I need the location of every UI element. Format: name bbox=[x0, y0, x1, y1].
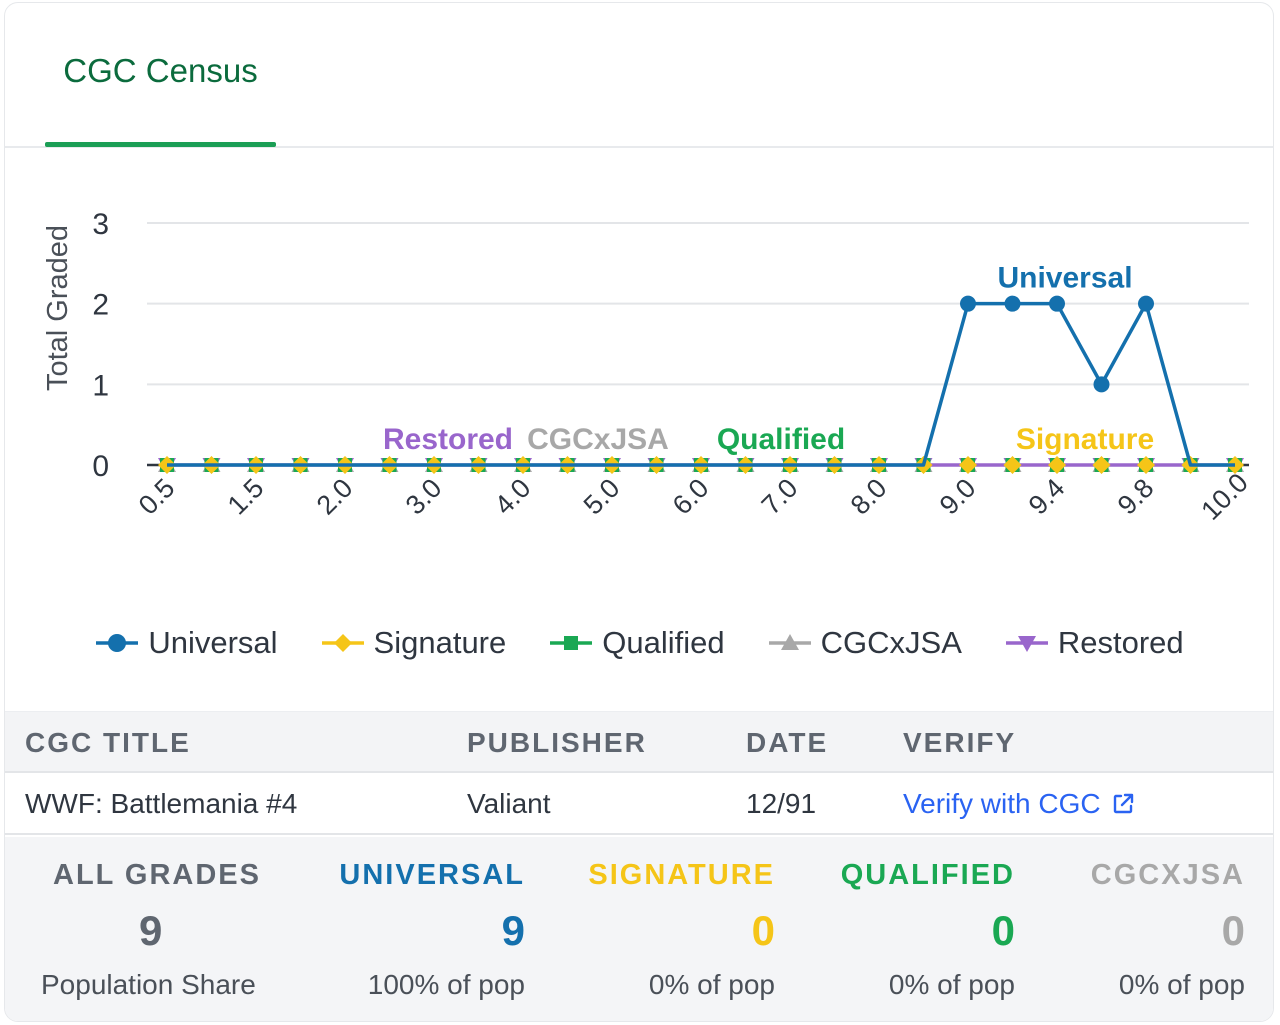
series-label-signature: Signature bbox=[1016, 423, 1154, 456]
signature-point[interactable] bbox=[1092, 456, 1111, 474]
stat-share: 0% of pop bbox=[888, 969, 1015, 1000]
series-universal bbox=[167, 295, 1235, 467]
universal-point[interactable] bbox=[960, 295, 976, 312]
stat-share: 0% of pop bbox=[1118, 969, 1245, 1000]
legend-label: Qualified bbox=[602, 625, 725, 660]
table-row: WWF: Battlemania #4 Valiant 12/91 Verify… bbox=[5, 773, 1273, 835]
census-card: CGC Census 0 1 2 3 Total Graded Universal Re… bbox=[4, 2, 1274, 1022]
table-header-row: CGC TITLE PUBLISHER DATE VERIFY bbox=[5, 711, 1273, 773]
legend-label: Restored bbox=[1057, 625, 1184, 660]
x-tick-label: 8.0 bbox=[845, 473, 893, 521]
signature-point[interactable] bbox=[1048, 456, 1066, 474]
chart-legend: Universal Signature Qualified CGCxJSA Restor… bbox=[5, 613, 1273, 673]
legend-item-universal[interactable]: Universal bbox=[96, 625, 278, 661]
cell-title: WWF: Battlemania #4 bbox=[25, 788, 298, 819]
universal-point[interactable] bbox=[1093, 376, 1110, 393]
stat-label: UNIVERSAL bbox=[339, 859, 525, 891]
x-tick-label: 2.0 bbox=[311, 473, 359, 521]
header-publisher: PUBLISHER bbox=[467, 727, 647, 758]
external-link-icon bbox=[1113, 793, 1133, 814]
stat-label: CGCXJSA bbox=[1090, 859, 1245, 891]
cell-date: 12/91 bbox=[746, 788, 817, 819]
grade-stats-panel: ALL GRADES 9 Population Share UNIVERSAL … bbox=[5, 837, 1273, 1021]
x-tick-label: 9.4 bbox=[1023, 473, 1071, 521]
header-date: DATE bbox=[746, 727, 829, 758]
stat-share: 0% of pop bbox=[648, 969, 775, 1000]
legend-label: Signature bbox=[373, 625, 507, 660]
stat-signature: SIGNATURE 0 0% of pop bbox=[585, 837, 785, 1021]
legend-item-cgcxjsa[interactable]: CGCxJSA bbox=[768, 625, 962, 661]
stat-label: ALL GRADES bbox=[53, 859, 261, 891]
signature-point[interactable] bbox=[959, 456, 977, 474]
header-cgc-title: CGC TITLE bbox=[25, 727, 191, 758]
stat-label: SIGNATURE bbox=[588, 859, 775, 891]
cgcxjsa-legend-marker-icon bbox=[768, 634, 811, 650]
active-tab-indicator bbox=[45, 142, 276, 147]
stat-value: 0 bbox=[991, 907, 1015, 954]
universal-legend-marker-icon bbox=[96, 634, 139, 652]
x-tick-label: 9.8 bbox=[1112, 473, 1160, 521]
universal-point[interactable] bbox=[1138, 295, 1154, 312]
stat-value: 9 bbox=[139, 907, 163, 954]
y-tick-label: 2 bbox=[92, 289, 109, 322]
stat-share: 100% of pop bbox=[367, 969, 525, 1000]
legend-label: CGCxJSA bbox=[820, 625, 962, 660]
stat-value: 0 bbox=[1221, 907, 1245, 954]
x-tick-label: 5.0 bbox=[578, 473, 626, 521]
comic-info-table: CGC TITLE PUBLISHER DATE VERIFY WWF: Bat… bbox=[5, 711, 1273, 835]
stat-label: QUALIFIED bbox=[840, 859, 1015, 891]
x-tick-label: 0.5 bbox=[133, 473, 181, 521]
stat-share: Population Share bbox=[41, 969, 256, 1000]
restored-legend-marker-icon bbox=[1005, 636, 1048, 652]
qualified-legend-marker-icon bbox=[550, 636, 593, 650]
signature-legend-marker-icon bbox=[321, 634, 364, 652]
stat-universal: UNIVERSAL 9 100% of pop bbox=[335, 837, 535, 1021]
x-tick-label: 7.0 bbox=[756, 473, 804, 521]
verify-link-label: Verify with CGC bbox=[903, 788, 1101, 819]
census-line-chart: 0 1 2 3 Total Graded Universal Restored CGCxJ… bbox=[42, 208, 1254, 526]
tab-bar: CGC Census bbox=[5, 3, 1273, 148]
y-axis-title: Total Graded bbox=[42, 225, 74, 391]
legend-item-restored[interactable]: Restored bbox=[1005, 625, 1184, 661]
y-tick-label: 3 bbox=[92, 208, 109, 241]
x-tick-label: 9.0 bbox=[934, 473, 982, 521]
cell-verify: Verify with CGC bbox=[903, 773, 1135, 835]
signature-point[interactable] bbox=[1003, 456, 1022, 474]
cell-publisher: Valiant bbox=[467, 788, 551, 819]
x-tick-label: 10.0 bbox=[1195, 467, 1253, 525]
verify-with-cgc-link[interactable]: Verify with CGC bbox=[903, 788, 1135, 820]
tab-cgc-census[interactable]: CGC Census bbox=[63, 51, 258, 89]
x-tick-label: 4.0 bbox=[489, 473, 537, 521]
series-label-cgcxjsa: CGCxJSA bbox=[527, 423, 669, 456]
stat-cgcxjsa: CGCXJSA 0 0% of pop bbox=[1055, 837, 1255, 1021]
legend-item-qualified[interactable]: Qualified bbox=[550, 625, 725, 661]
stat-value: 9 bbox=[501, 907, 525, 954]
y-tick-label: 0 bbox=[92, 450, 109, 483]
series-label-restored: Restored bbox=[383, 423, 513, 456]
header-verify: VERIFY bbox=[903, 727, 1017, 758]
y-tick-label: 1 bbox=[92, 369, 109, 402]
universal-point[interactable] bbox=[1004, 295, 1021, 312]
stat-all-grades: ALL GRADES 9 Population Share bbox=[31, 837, 271, 1021]
signature-point[interactable] bbox=[1137, 456, 1155, 474]
series-label-qualified: Qualified bbox=[717, 423, 845, 456]
legend-item-signature[interactable]: Signature bbox=[321, 625, 507, 661]
universal-point[interactable] bbox=[1049, 295, 1065, 312]
x-tick-label: 3.0 bbox=[400, 473, 448, 521]
series-label-universal: Universal bbox=[997, 262, 1132, 295]
x-tick-label: 1.5 bbox=[222, 473, 270, 521]
stat-value: 0 bbox=[751, 907, 775, 954]
stat-qualified: QUALIFIED 0 0% of pop bbox=[825, 837, 1025, 1021]
legend-label: Universal bbox=[148, 625, 278, 660]
x-tick-label: 6.0 bbox=[667, 473, 715, 521]
